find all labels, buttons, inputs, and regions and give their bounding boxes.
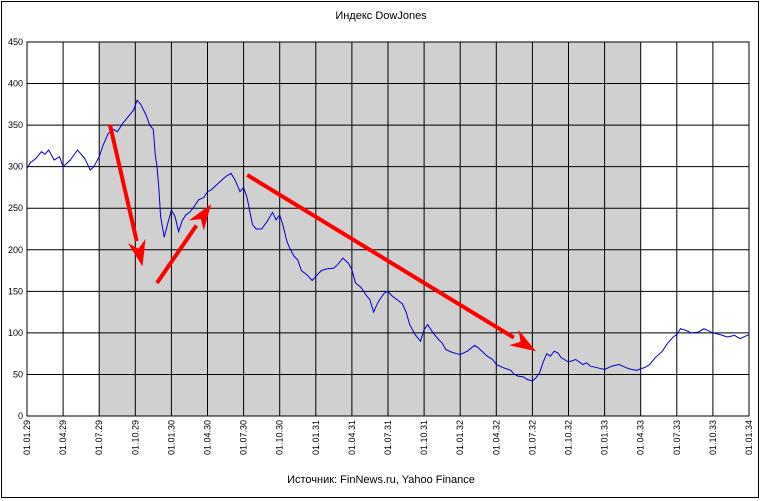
x-tick-label: 01.10.31 — [419, 420, 429, 455]
annotation-arrow-head — [509, 329, 536, 352]
x-tick-label: 01.07.30 — [239, 420, 249, 455]
shaded-period-layer — [99, 42, 641, 416]
y-tick-label: 400 — [8, 79, 23, 89]
x-tick-label: 01.04.30 — [203, 420, 213, 455]
annotation-arrow — [108, 124, 146, 267]
x-tick-label: 01.04.32 — [491, 420, 501, 455]
x-tick-label: 01.01.31 — [311, 420, 321, 455]
shaded-period — [99, 42, 641, 416]
y-tick-label: 100 — [8, 328, 23, 338]
x-tick-label: 01.07.31 — [383, 420, 393, 455]
x-tick-label: 01.01.34 — [744, 420, 754, 455]
x-tick-label: 01.01.30 — [166, 420, 176, 455]
y-tick-label: 50 — [13, 369, 23, 379]
x-tick-label: 01.01.32 — [455, 420, 465, 455]
y-tick-label: 350 — [8, 120, 23, 130]
y-tick-label: 250 — [8, 203, 23, 213]
x-tick-label: 01.01.29 — [22, 420, 32, 455]
annotation-arrow-head — [127, 239, 146, 267]
y-tick-label: 200 — [8, 245, 23, 255]
x-tick-label: 01.04.31 — [347, 420, 357, 455]
annotation-arrow-shaft — [246, 173, 515, 340]
x-tick-label: 01.10.32 — [564, 420, 574, 455]
y-tick-label: 150 — [8, 286, 23, 296]
series-line — [26, 99, 750, 382]
annotation-arrow — [246, 173, 536, 352]
annotation-arrow-head — [189, 204, 212, 231]
x-tick-label: 01.10.29 — [130, 420, 140, 455]
y-tick-label: 300 — [8, 162, 23, 172]
x-tick-label: 01.04.33 — [636, 420, 646, 455]
x-tick-label: 01.04.29 — [58, 420, 68, 455]
x-tick-label: 01.10.33 — [708, 420, 718, 455]
x-tick-label: 01.01.33 — [600, 420, 610, 455]
annotation-arrow — [155, 204, 212, 285]
chart-source: Источник: FinNews.ru, Yahoo Finance — [287, 474, 475, 486]
annotation-arrow-shaft — [108, 124, 139, 242]
annotation-arrow-layer — [108, 124, 536, 352]
x-tick-layer: 01.01.29 01.04.29 01.07.29 01.10.29 01.01.30… — [22, 420, 754, 455]
x-tick-label: 01.10.30 — [275, 420, 285, 455]
chart-title: Индекс DowJones — [335, 10, 427, 22]
y-tick-label: 450 — [8, 37, 23, 47]
x-tick-label: 01.07.32 — [527, 420, 537, 455]
x-tick-label: 01.07.29 — [94, 420, 104, 455]
x-tick-label: 01.07.33 — [672, 420, 682, 455]
annotation-arrow-shaft — [155, 224, 199, 285]
series-line-layer — [26, 99, 750, 382]
y-tick-label: 0 — [18, 411, 23, 421]
y-tick-layer: 0 50 100 150 200 250 300 350 400 450 — [8, 37, 23, 421]
plot-border — [26, 41, 750, 417]
